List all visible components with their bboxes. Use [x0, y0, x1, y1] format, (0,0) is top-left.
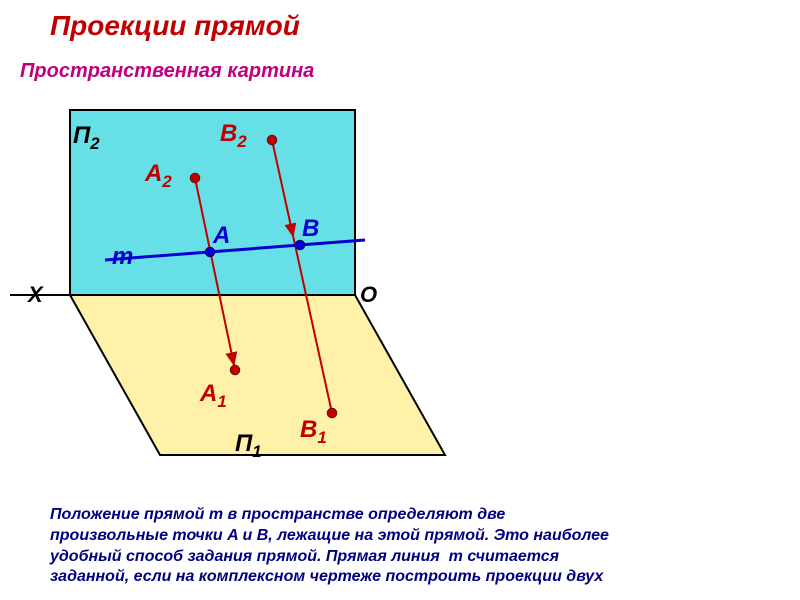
- label-B2: B2: [220, 120, 247, 152]
- point-A2: [190, 173, 200, 183]
- diagram-svg: [10, 100, 570, 470]
- label-pi2: П2: [73, 122, 100, 154]
- point-B2: [267, 135, 277, 145]
- label-A: A: [213, 222, 230, 250]
- label-B: B: [302, 215, 319, 243]
- point-A1: [230, 365, 240, 375]
- page-subtitle: Пространственная картина: [20, 60, 314, 83]
- label-pi1: П1: [235, 430, 262, 462]
- label-A1: A1: [200, 380, 227, 412]
- label-m: m: [112, 243, 133, 271]
- label-O: O: [360, 282, 377, 308]
- page-title: Проекции прямой: [50, 10, 300, 42]
- label-A2: A2: [145, 160, 172, 192]
- projection-diagram: [10, 100, 570, 470]
- label-B1: B1: [300, 416, 327, 448]
- point-B1: [327, 408, 337, 418]
- description-text: Положение прямой m в пространстве опреде…: [50, 505, 609, 588]
- label-x: X: [28, 282, 43, 308]
